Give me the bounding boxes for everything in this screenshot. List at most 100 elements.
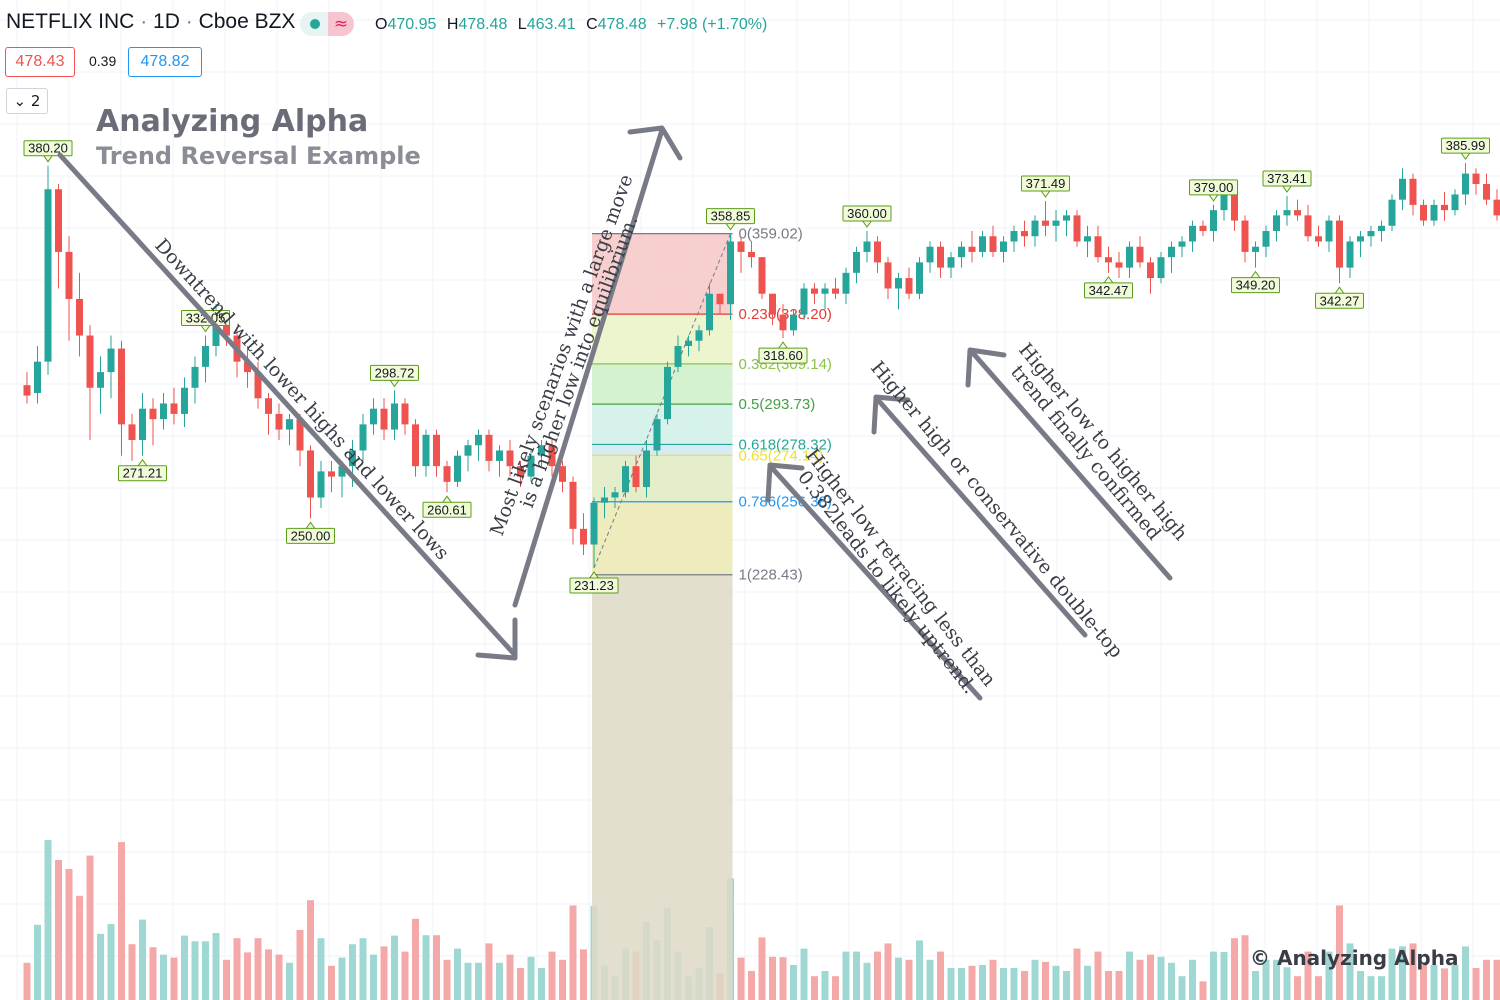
volume-bar [779, 957, 787, 1000]
volume-bar [569, 905, 577, 1000]
volume-bar [1304, 951, 1312, 1000]
candle [1273, 210, 1280, 242]
candle [1462, 163, 1469, 205]
candle-body [674, 345, 682, 367]
price-label-box [569, 577, 619, 594]
candle [958, 241, 965, 268]
candle-body [758, 257, 766, 294]
fibonacci-retracement[interactable]: 0(359.02)0.236(328.20)0.382(309.14)0.5(2… [592, 226, 832, 1000]
candle-body [1220, 194, 1228, 211]
volume-bar [338, 957, 346, 1000]
candle-body [790, 314, 797, 331]
candle-body [454, 455, 461, 482]
annotation-higher-low-arrow [769, 465, 983, 701]
price-label-text: 271.21 [123, 466, 163, 481]
volume-bar [307, 900, 314, 1000]
candle-body [548, 445, 556, 467]
candle [1325, 215, 1333, 252]
market-status-pill[interactable]: ≈ [300, 12, 354, 36]
candle [664, 361, 671, 425]
candle [1210, 204, 1217, 242]
symbol-name[interactable]: NETFLIX INC [6, 10, 135, 33]
annotation-trend-confirmed-arrowhead [965, 347, 1007, 388]
volume-bar [118, 842, 125, 1000]
candle-body [695, 330, 703, 341]
candle-body [1493, 199, 1500, 216]
volume-bar [380, 946, 388, 1000]
volume-bar [475, 962, 482, 1000]
candle-body [527, 455, 535, 477]
price-label-text: 260.61 [427, 502, 467, 517]
candle [1420, 199, 1427, 226]
candle [118, 340, 125, 456]
ask-price-button[interactable]: 478.82 [128, 47, 202, 77]
candle [968, 231, 976, 263]
candle-body [874, 241, 881, 263]
volume-bar [1231, 938, 1238, 1000]
candle-body [779, 314, 787, 331]
candle-body [632, 466, 640, 488]
candle [632, 455, 640, 493]
volume-bar [317, 938, 325, 1000]
volume-bar [1325, 951, 1333, 1000]
fib-level-label-0: 0(359.02) [739, 226, 803, 243]
candle-body [685, 340, 692, 346]
price-label: 373.41 [1262, 170, 1312, 193]
volume-bar [65, 869, 73, 1000]
volume-bar [527, 956, 535, 1000]
price-label: 379.00 [1189, 179, 1238, 202]
candle-body [1262, 231, 1270, 247]
indicators-collapse-button[interactable]: ⌄ 2 [6, 88, 48, 114]
volume-bar [359, 938, 367, 1000]
volume-bar [1493, 959, 1500, 1000]
volume-bar [548, 951, 556, 1000]
candle-body [1325, 220, 1333, 242]
volume-bar [1147, 954, 1154, 1000]
price-label-pointer [1281, 184, 1293, 193]
candle-body [149, 408, 157, 420]
symbol-header[interactable]: NETFLIX INC · 1D · Cboe BZX [6, 10, 295, 34]
candle [727, 233, 734, 320]
candle-body [328, 471, 335, 477]
candle [979, 231, 986, 258]
volume-bar [139, 919, 146, 1000]
candle-body [769, 293, 776, 315]
candle [580, 513, 587, 555]
volume-bar [1315, 976, 1322, 1000]
candle-body [1084, 236, 1091, 242]
candle-body [926, 246, 934, 263]
volume-bar [1462, 946, 1469, 1000]
volume-bar [485, 943, 493, 1000]
candle [1409, 173, 1417, 216]
price-label-pointer [1040, 189, 1051, 198]
volume-bar [1283, 967, 1291, 1000]
volume-bar [758, 937, 766, 1000]
volume-bar [874, 951, 881, 1000]
candle [821, 283, 829, 310]
volume-bar [107, 924, 115, 1000]
spread-value: 0.39 [89, 53, 117, 69]
candle-body [160, 403, 167, 420]
price-label-box [286, 527, 335, 544]
volume-bar [905, 959, 913, 1000]
price-label-text: 380.20 [28, 141, 68, 156]
bid-price-button[interactable]: 478.43 [5, 47, 75, 77]
candle-body [55, 189, 62, 252]
annotation-downtrend[interactable]: Downtrend with lower highs and lower low… [57, 152, 518, 661]
candle [454, 450, 461, 488]
candle-body [737, 241, 745, 252]
interval[interactable]: 1D [153, 10, 180, 33]
price-label-pointer [1103, 275, 1114, 285]
price-label-box [706, 208, 755, 225]
volume-bar [769, 956, 776, 1000]
candle-body [139, 408, 146, 441]
candle [380, 398, 388, 441]
volume-bar [1252, 971, 1259, 1000]
wave-icon[interactable]: ≈ [328, 12, 354, 36]
candle-body [601, 497, 608, 503]
candle [538, 440, 545, 467]
candle-body [937, 246, 944, 268]
market-open-dot-icon [310, 19, 320, 29]
price-label: 380.20 [23, 140, 73, 163]
